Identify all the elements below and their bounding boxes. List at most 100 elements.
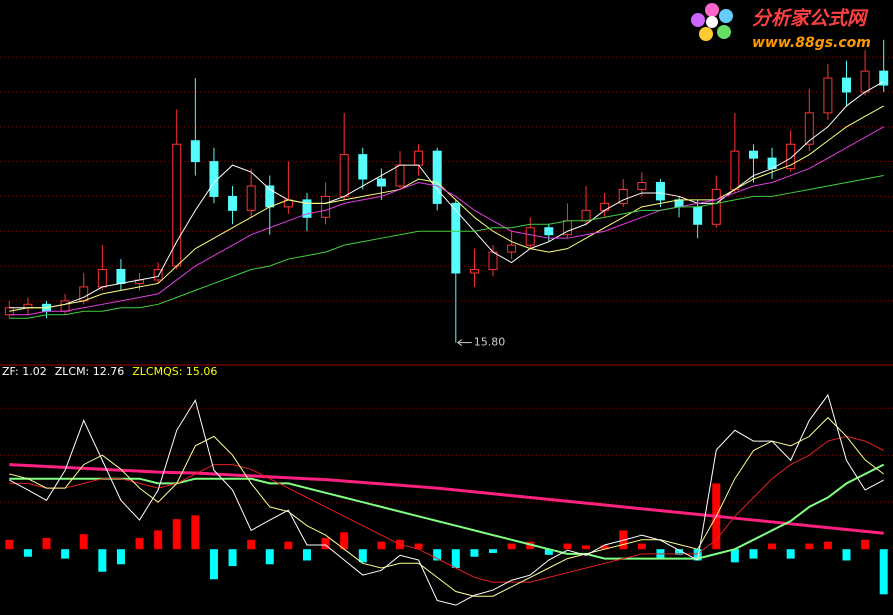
bar [172, 519, 181, 550]
candle-body [674, 199, 684, 208]
legend-entry: ZLCM: 12.76 [55, 365, 125, 378]
candle-body [358, 154, 368, 180]
indicator-line [9, 435, 884, 583]
candle-body [246, 185, 256, 211]
candle-body [507, 244, 517, 253]
candle-body [637, 182, 647, 190]
bar [805, 543, 814, 550]
bar [693, 549, 702, 561]
indicator-line [9, 175, 884, 319]
bar [675, 549, 684, 555]
candle-body [339, 154, 349, 197]
bar [377, 541, 386, 550]
candle-body [116, 269, 126, 284]
logo-title: 分析家公式网 [752, 8, 869, 30]
candle-body [321, 195, 331, 218]
indicator-line [9, 463, 885, 560]
bar [247, 539, 256, 550]
indicator-line [9, 393, 884, 606]
legend-entry: ZF: 1.02 [2, 365, 47, 378]
bar [61, 549, 70, 559]
bar [414, 543, 423, 550]
candle-body [581, 209, 591, 222]
bar [879, 549, 888, 595]
bar [433, 549, 442, 561]
bar [98, 549, 107, 572]
indicator-line [9, 81, 884, 309]
bar [582, 545, 591, 550]
candle-body [4, 307, 14, 316]
bar [321, 537, 330, 550]
candle-body [23, 303, 33, 309]
candle-body [209, 161, 219, 197]
candle-body [618, 188, 628, 204]
bar [135, 537, 144, 550]
legend-entry: ZLCMQS: 15.06 [132, 365, 217, 378]
candle-body [544, 227, 554, 236]
candle-body [432, 150, 442, 204]
candle-body [376, 178, 386, 187]
indicator-line [9, 463, 884, 535]
candle-body [879, 70, 889, 86]
bar [209, 549, 218, 580]
candle-body [841, 77, 851, 93]
bar [265, 549, 274, 565]
bar [154, 530, 163, 550]
candle-body [525, 227, 535, 246]
bar [786, 549, 795, 559]
bar [42, 537, 51, 550]
candle-body [451, 202, 461, 274]
bar [600, 545, 609, 550]
bar [749, 549, 758, 559]
candle-body [804, 112, 814, 145]
bar [823, 541, 832, 550]
bar [563, 543, 572, 550]
candle-body [97, 269, 107, 288]
bar [768, 543, 777, 550]
candle-body [302, 199, 312, 218]
annotation-arrowhead [456, 339, 463, 346]
bar [544, 549, 553, 555]
indicator-line [9, 126, 884, 316]
candle-body [748, 150, 758, 159]
bar [489, 549, 498, 553]
bar [5, 539, 14, 550]
logo-icon [691, 3, 733, 41]
candle-body [823, 77, 833, 114]
bar [191, 515, 200, 550]
bar [340, 532, 349, 550]
bar [507, 543, 516, 550]
candle-body [655, 182, 665, 201]
indicator-line [9, 416, 884, 597]
candle-body [228, 195, 238, 211]
candle-body [395, 164, 405, 187]
bar [730, 549, 739, 563]
bar [284, 541, 293, 550]
bar [637, 543, 646, 550]
bar [861, 539, 870, 550]
bar [470, 549, 479, 557]
bar [451, 549, 460, 568]
bar [842, 549, 851, 561]
candle-body [414, 150, 424, 166]
candle-body [730, 150, 740, 190]
candle-body [693, 206, 703, 225]
candle-body [488, 251, 498, 271]
candle-body [60, 300, 70, 312]
low-price-label: 15.80 [474, 336, 506, 349]
bar [302, 549, 311, 561]
candle-body [860, 70, 870, 93]
bar [228, 549, 237, 567]
logo-url: www.88gs.com [752, 35, 871, 51]
bar [116, 549, 125, 565]
bar [23, 549, 32, 557]
candle-body [711, 188, 721, 225]
bar [358, 549, 367, 563]
candle-body [190, 140, 200, 163]
bar [79, 534, 88, 550]
candle-body [153, 269, 163, 281]
candle-body [469, 269, 479, 274]
candle-body [786, 143, 796, 170]
